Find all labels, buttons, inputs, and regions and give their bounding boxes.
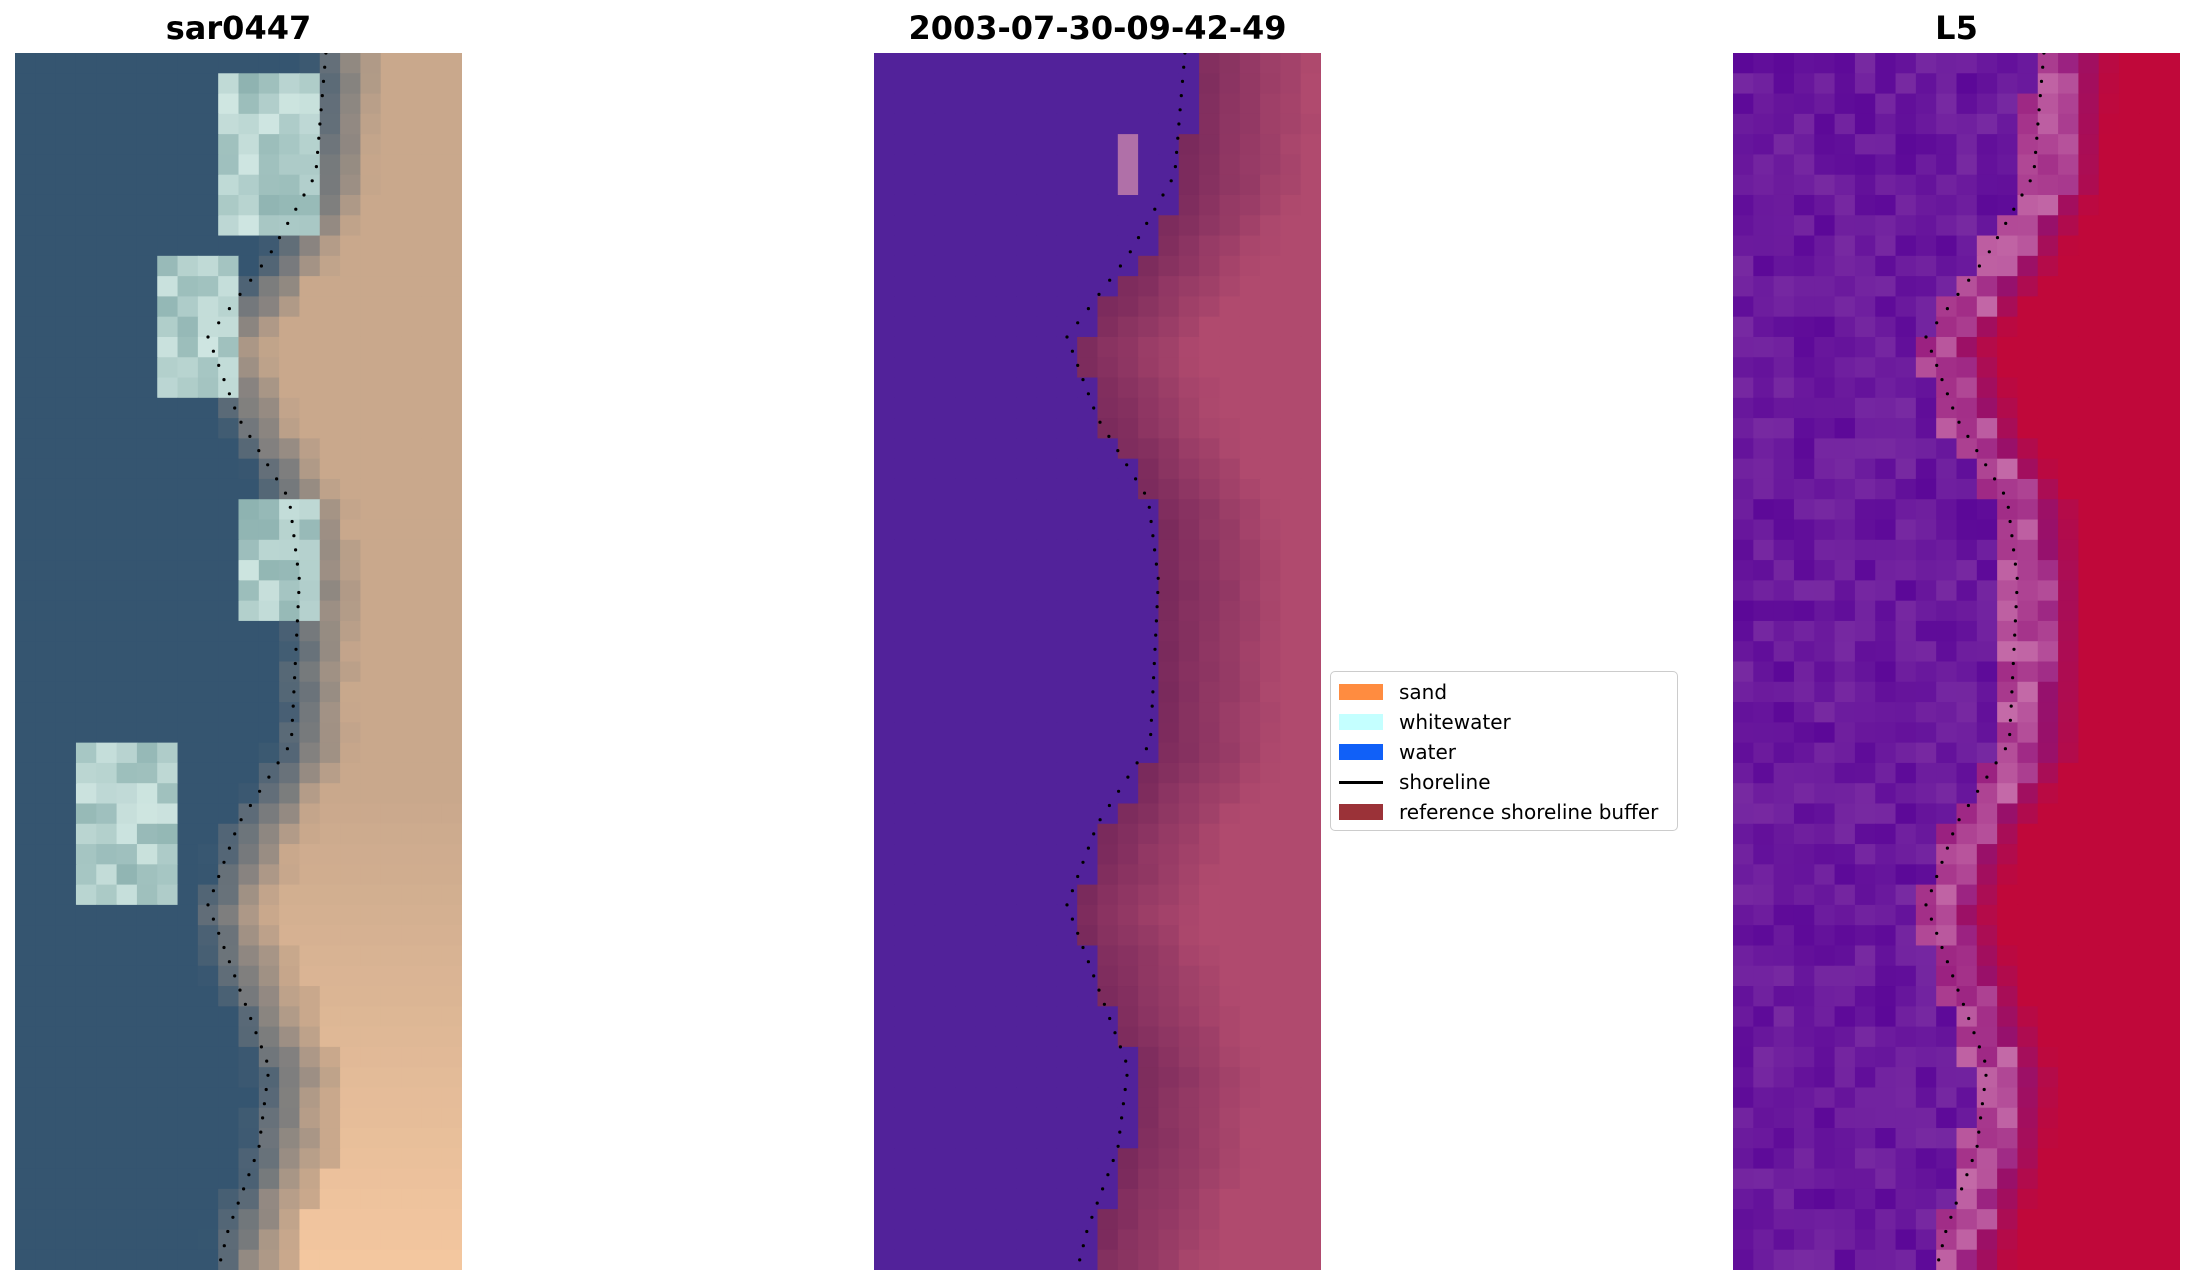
rgb-image <box>15 53 462 1270</box>
legend-item-water: water <box>1339 737 1456 767</box>
panel-title-date: 2003-07-30-09-42-49 <box>908 9 1287 47</box>
legend-item-shoreline: shoreline <box>1339 767 1491 797</box>
rgb-image-panel <box>15 53 462 1270</box>
legend-item-reference-buffer: reference shoreline buffer <box>1339 797 1658 827</box>
shoreline-line-swatch <box>1339 780 1383 784</box>
legend-label-sand: sand <box>1399 680 1448 704</box>
reference-buffer-swatch <box>1339 804 1383 820</box>
classification-image <box>874 53 1321 1270</box>
legend-label-water: water <box>1399 740 1456 764</box>
water-swatch <box>1339 744 1383 760</box>
index-image <box>1733 53 2180 1270</box>
panel-title-rgb: sar0447 <box>165 9 312 47</box>
legend-label-whitewater: whitewater <box>1399 710 1511 734</box>
classification-image-panel <box>874 53 1321 1270</box>
legend-item-sand: sand <box>1339 677 1447 707</box>
sand-swatch <box>1339 684 1383 700</box>
whitewater-swatch <box>1339 714 1383 730</box>
panel-title-sensor: L5 <box>1935 9 1978 47</box>
legend-item-whitewater: whitewater <box>1339 707 1511 737</box>
legend-label-reference-buffer: reference shoreline buffer <box>1399 800 1659 824</box>
legend: sand whitewater water shoreline referenc… <box>1330 671 1678 831</box>
index-image-panel <box>1733 53 2180 1270</box>
legend-label-shoreline: shoreline <box>1399 770 1491 794</box>
